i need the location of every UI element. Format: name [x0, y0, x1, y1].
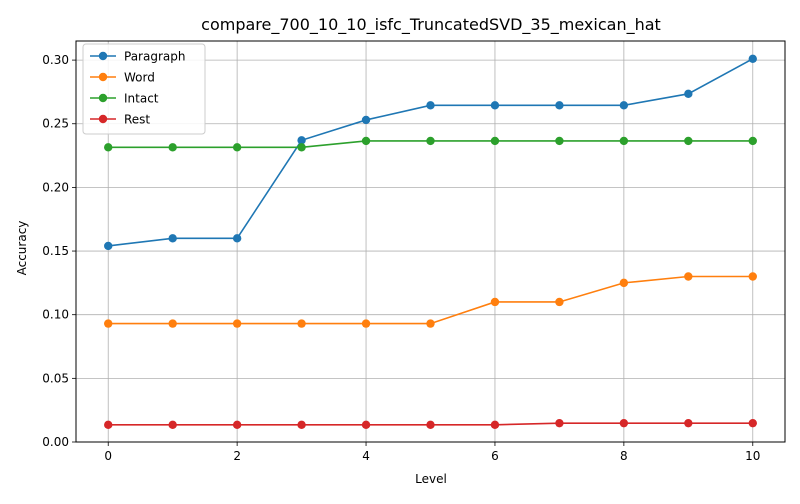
- y-tick-label: 0.10: [42, 308, 69, 322]
- data-point-paragraph: [684, 89, 693, 99]
- data-point-word: [748, 272, 757, 281]
- data-point-word: [619, 278, 629, 288]
- data-point-word: [104, 319, 113, 328]
- data-point-rest: [232, 420, 242, 430]
- legend-marker-rest: [98, 114, 108, 124]
- data-point-intact: [748, 136, 757, 146]
- data-point-rest: [361, 420, 371, 430]
- data-point-word: [168, 319, 177, 328]
- x-tick-label: 8: [620, 449, 628, 463]
- data-point-intact: [361, 136, 371, 146]
- y-axis-label: Accuracy: [15, 221, 29, 276]
- plot-frame: [75, 40, 786, 443]
- y-tick-label: 0.25: [42, 117, 69, 131]
- legend-label-rest: Rest: [124, 113, 150, 127]
- data-point-word: [555, 297, 564, 307]
- data-point-paragraph: [555, 101, 564, 110]
- data-point-intact: [426, 136, 435, 146]
- y-tick-label: 0.30: [42, 53, 69, 67]
- data-point-intact: [104, 143, 113, 152]
- data-point-rest: [426, 420, 435, 430]
- data-point-rest: [297, 420, 306, 430]
- data-point-intact: [297, 143, 306, 152]
- legend-label-paragraph: Paragraph: [124, 50, 185, 64]
- y-tick-label: 0.15: [42, 244, 69, 258]
- legend-label-word: Word: [124, 71, 155, 85]
- data-point-intact: [619, 136, 629, 146]
- series-layer: [104, 54, 757, 430]
- legend: Paragraph Word Intact Rest: [82, 43, 206, 135]
- legend-label-intact: Intact: [124, 92, 159, 106]
- data-point-paragraph: [232, 234, 242, 243]
- data-point-paragraph: [104, 241, 113, 251]
- data-point-paragraph: [168, 234, 177, 243]
- data-point-paragraph: [619, 101, 629, 110]
- data-point-intact: [168, 143, 177, 152]
- data-point-word: [426, 319, 435, 328]
- legend-marker-paragraph: [98, 51, 108, 61]
- data-point-paragraph: [748, 54, 757, 64]
- data-point-rest: [490, 420, 500, 430]
- legend-marker-word: [98, 72, 108, 82]
- data-point-word: [232, 319, 242, 328]
- y-tick-label: 0.05: [42, 371, 69, 385]
- x-axis-label: Level: [415, 472, 447, 486]
- data-point-rest: [619, 418, 629, 428]
- data-point-rest: [748, 418, 757, 428]
- data-point-word: [361, 319, 371, 328]
- x-tick-label: 2: [233, 449, 241, 463]
- legend-marker-intact: [98, 93, 108, 103]
- x-tick-label: 4: [362, 449, 370, 463]
- data-point-rest: [684, 418, 693, 428]
- data-point-word: [490, 297, 500, 307]
- legend-box: [82, 43, 206, 135]
- y-tick-label: 0.20: [42, 180, 69, 194]
- data-point-rest: [168, 420, 177, 430]
- data-point-paragraph: [426, 101, 435, 110]
- data-point-intact: [684, 136, 693, 146]
- data-point-word: [684, 272, 693, 281]
- data-point-rest: [104, 420, 113, 430]
- data-point-paragraph: [361, 115, 371, 125]
- data-point-intact: [232, 143, 242, 152]
- x-tick-label: 10: [745, 449, 760, 463]
- data-point-intact: [490, 136, 500, 146]
- chart-title: compare_700_10_10_isfc_TruncatedSVD_35_m…: [201, 15, 661, 35]
- x-tick-label: 0: [104, 449, 112, 463]
- y-tick-label: 0.00: [42, 435, 69, 449]
- data-point-paragraph: [490, 101, 500, 110]
- data-point-intact: [555, 136, 564, 146]
- x-tick-label: 6: [491, 449, 499, 463]
- data-point-word: [297, 319, 306, 328]
- data-point-rest: [555, 418, 564, 428]
- data-point-paragraph: [297, 136, 306, 145]
- axis-ticks: 0 2 4 6 8 10 0.00 0.05 0.10 0.15 0.20 0.25 0.30: [42, 53, 760, 463]
